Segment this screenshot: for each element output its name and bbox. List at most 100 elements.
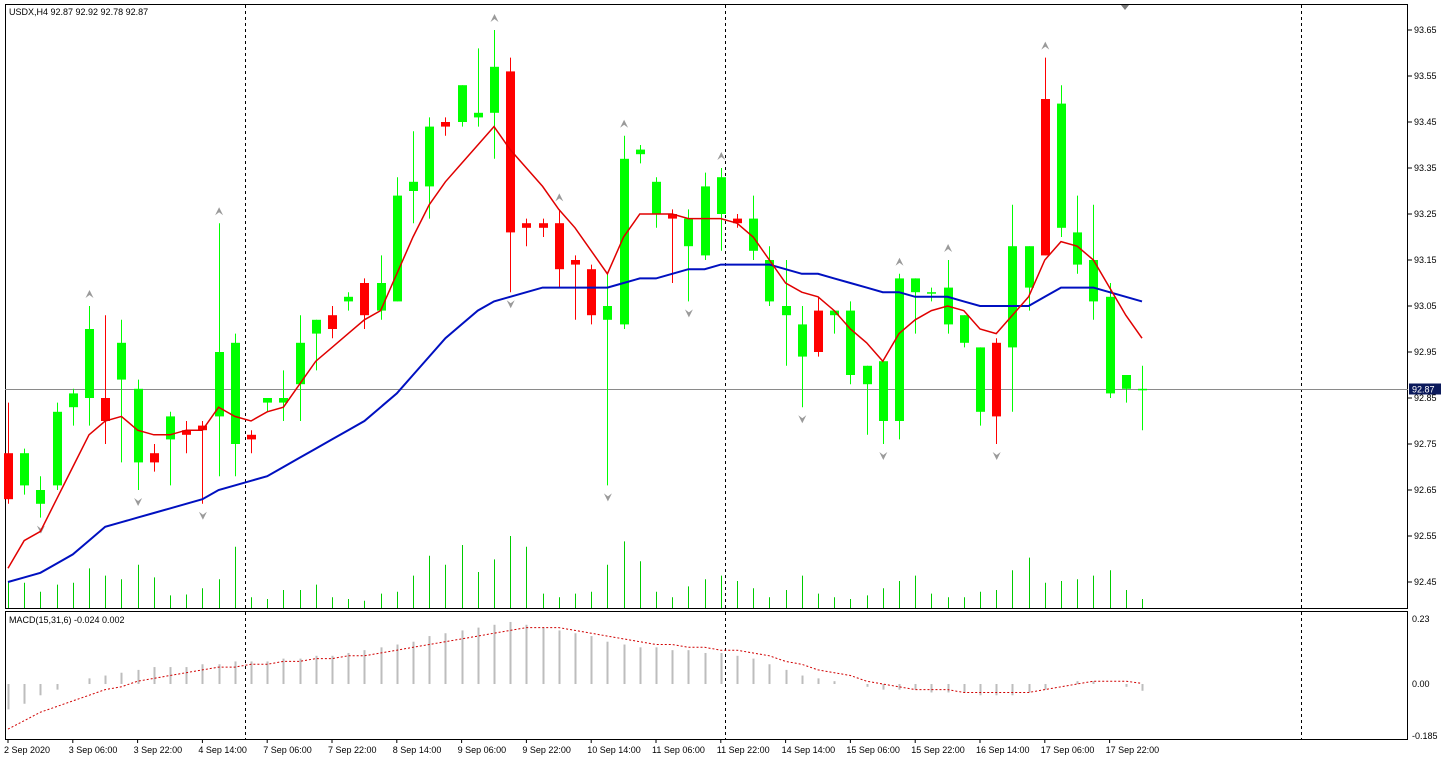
candle	[814, 296, 823, 357]
candle	[798, 306, 807, 408]
fractal-up-arrow	[717, 152, 726, 160]
candle	[506, 57, 515, 293]
candle	[166, 411, 175, 486]
time-tick-label: 17 Sep 06:00	[1041, 745, 1095, 755]
candle	[1122, 375, 1131, 403]
candle-body	[539, 223, 548, 228]
fractal-down-arrow	[134, 498, 143, 506]
shift-marker	[1121, 5, 1129, 10]
candle	[215, 223, 224, 477]
time-tick-label: 17 Sep 22:00	[1106, 745, 1160, 755]
time-tick-label: 7 Sep 06:00	[263, 745, 312, 755]
fractal-up-arrow	[620, 119, 629, 128]
candle-body	[830, 310, 839, 316]
macd-pane-frame	[5, 611, 1408, 740]
candle	[279, 370, 288, 421]
candle	[620, 135, 629, 329]
candle-body	[814, 310, 823, 352]
fractal-down-arrow	[798, 415, 807, 424]
time-axis: 2 Sep 2020 3 Sep 06:00 3 Sep 22:00 4 Sep 14…	[4, 5, 1159, 755]
candle	[36, 476, 45, 518]
candle	[150, 444, 159, 472]
candle-body	[490, 66, 499, 113]
ma-fast-line	[7, 125, 1143, 569]
candle-body	[1041, 99, 1050, 256]
candle	[765, 246, 774, 306]
candle	[101, 315, 110, 444]
candle-body	[1138, 388, 1147, 391]
vertical-separators	[245, 5, 1302, 739]
candle-body	[134, 388, 143, 463]
candle-body	[53, 411, 62, 486]
fractal-down-arrow	[603, 493, 612, 502]
candle	[474, 48, 483, 127]
price-tick-label: 92.95	[1414, 347, 1437, 357]
candle	[652, 177, 661, 228]
candle	[830, 310, 839, 334]
candle-body	[863, 365, 872, 385]
candle	[441, 117, 450, 136]
candle	[490, 30, 499, 159]
candle-body	[911, 278, 920, 293]
chart-header: USDX,H4 92.87 92.92 92.78 92.87	[9, 7, 148, 17]
candle	[927, 287, 936, 302]
candle	[895, 273, 904, 440]
candle	[846, 301, 855, 385]
candle-body	[1089, 260, 1098, 302]
candle	[458, 85, 467, 127]
candle	[4, 402, 13, 504]
price-tick-label: 93.15	[1414, 255, 1437, 265]
candle	[636, 145, 645, 164]
candle-body	[782, 306, 791, 316]
candle-body	[279, 398, 288, 403]
candle-body	[425, 126, 434, 187]
candle	[134, 379, 143, 490]
price-tick-label: 93.45	[1414, 117, 1437, 127]
candle	[603, 273, 612, 486]
candle-body	[701, 186, 710, 256]
candle-body	[555, 223, 564, 270]
candle	[992, 338, 1001, 444]
candle-body	[1122, 375, 1131, 389]
candle-body	[182, 430, 191, 435]
price-tick-label: 92.65	[1414, 485, 1437, 495]
candle-body	[684, 218, 693, 247]
candle-body	[717, 177, 726, 214]
candle-body	[960, 315, 969, 343]
candle-body	[1073, 232, 1082, 265]
price-tick-label: 92.85	[1414, 393, 1437, 403]
candle	[976, 347, 985, 426]
price-tick-label: 93.25	[1414, 209, 1437, 219]
candle-body	[620, 158, 629, 325]
candle-body	[409, 181, 418, 191]
candle-body	[652, 181, 661, 214]
candle-body	[522, 223, 531, 228]
candle-body	[377, 283, 386, 311]
candle-body	[603, 306, 612, 320]
candle-body	[36, 490, 45, 504]
time-tick-label: 11 Sep 06:00	[652, 745, 705, 755]
candle	[85, 306, 94, 426]
fractal-up-arrow	[85, 290, 94, 298]
price-tick-label: 93.55	[1414, 71, 1437, 81]
candle-body	[846, 310, 855, 375]
time-tick-label: 2 Sep 2020	[4, 745, 50, 755]
candle-body	[506, 71, 515, 233]
candle-body	[441, 122, 450, 127]
main-pane-frame	[5, 4, 1408, 609]
candle	[522, 218, 531, 247]
candle-body	[733, 218, 742, 224]
candle	[247, 430, 256, 454]
price-tick-label: 93.65	[1414, 25, 1437, 35]
fractal-up-arrow	[1041, 41, 1050, 50]
candle-body	[976, 347, 985, 412]
candle	[182, 421, 191, 454]
macd-tick-label: -0.185	[1412, 731, 1438, 741]
fractal-up-arrow	[944, 244, 953, 252]
candle-body	[117, 342, 126, 380]
fractal-up-arrow	[490, 14, 499, 22]
candle-body	[328, 315, 337, 329]
candle-body	[587, 269, 596, 316]
fractal-up-arrow	[895, 257, 904, 266]
time-tick-label: 11 Sep 22:00	[717, 745, 770, 755]
